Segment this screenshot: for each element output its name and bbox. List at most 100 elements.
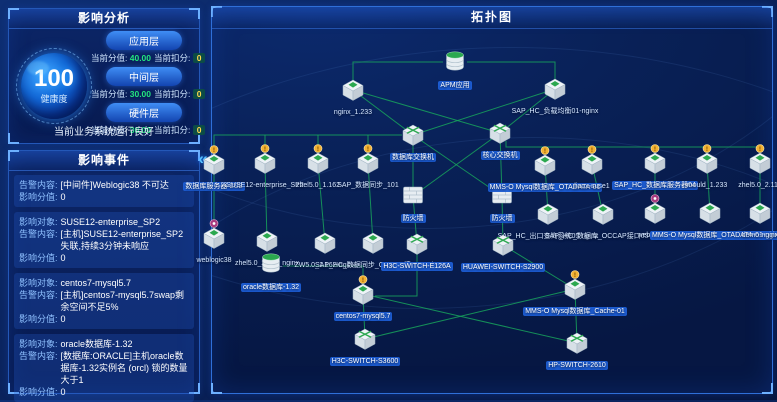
topo-node-s3600[interactable]: H3C-SWITCH-S3600 bbox=[305, 320, 425, 368]
topo-node-sapdb04[interactable]: ! SAP_HC_数据库服务器04 bbox=[595, 144, 715, 192]
score-label: 当前分值: bbox=[91, 125, 130, 135]
cube-node-icon bbox=[342, 79, 364, 101]
topo-node-sapexit05[interactable]: SAP_HC_出口查询系统05-nginx bbox=[488, 195, 608, 243]
svg-text:!: ! bbox=[574, 272, 576, 279]
warn-node-icon: ! bbox=[357, 144, 379, 174]
topo-node-label: SAP_数据同步_101 bbox=[337, 182, 399, 189]
topo-node-label: weblogic38 bbox=[196, 257, 232, 264]
topology-panel: 拓扑图 APM应用 nginx_1.233 SAP_HC_负载均衡01-nginx!… bbox=[183, 6, 777, 394]
topo-node-linuxsuse[interactable]: ! linux-suse1 bbox=[532, 145, 652, 193]
db-node-icon bbox=[446, 51, 464, 71]
topo-node-sapoccap03[interactable]: SAP_HC_数据库_OCCAP接口03-nginx bbox=[543, 195, 668, 243]
topo-node-swdb[interactable]: 数据库交换机 bbox=[353, 116, 473, 164]
topo-node-demonginx[interactable]: demo-nginx bbox=[700, 194, 777, 242]
topo-node-otanginx[interactable]: MMS-O Mysql数据库_OTADATA-01-nginx bbox=[650, 194, 777, 242]
topo-node-srv2u2[interactable]: ! 数据库服务器-2U2 bbox=[154, 145, 274, 193]
topo-node-fw1[interactable]: 防火墙 bbox=[353, 177, 473, 225]
topo-node-zhel1162[interactable]: ! zhel5.0_1.162 bbox=[258, 144, 378, 192]
layer-badge[interactable]: 应用层 bbox=[106, 31, 182, 50]
topo-node-mould[interactable]: ! mould_1.233 bbox=[647, 144, 767, 192]
topo-node-centos7[interactable]: ! centos7-mysql5.7 bbox=[303, 275, 423, 323]
deduct-label: 当前扣分: bbox=[154, 89, 193, 99]
cube-node-icon bbox=[749, 202, 771, 224]
topo-node-oracle[interactable]: oracle数据库-1.32 bbox=[211, 246, 331, 294]
svg-text:!: ! bbox=[264, 146, 266, 153]
layer-score-row: 当前分值: 30.00 当前扣分: 0 bbox=[91, 124, 206, 136]
topo-node-label: 防火墙 bbox=[489, 214, 515, 223]
event-field-label: 影响分值: bbox=[19, 387, 58, 397]
impact-events-panel: 影响事件 告警内容: [中间件]Weblogic38 不可达 影响分值: 0 影响对象:… bbox=[8, 150, 200, 402]
event-row: 影响对象: oracle数据库-1.32 bbox=[19, 338, 189, 350]
topo-node-lb01[interactable]: SAP_HC_负载均衡01-nginx bbox=[495, 70, 615, 118]
topo-node-suse[interactable]: ! SUSE12-enterprise_SP2 bbox=[205, 144, 325, 192]
svg-text:!: ! bbox=[317, 146, 319, 153]
event-field-value: 0 bbox=[60, 387, 66, 397]
topo-node-label: zhel5.0_2.113 bbox=[738, 182, 777, 189]
topo-node-zw1162[interactable]: ZW5.0_1.162-nginx bbox=[265, 224, 385, 272]
event-card[interactable]: 告警内容: [中间件]Weblogic38 不可达 影响分值: 0 bbox=[14, 175, 194, 207]
event-row: 影响分值: 0 bbox=[19, 313, 189, 325]
score-label: 当前分值: bbox=[91, 53, 130, 63]
topo-node-sap101[interactable]: ! SAP_数据同步_101 bbox=[308, 144, 428, 192]
warn-node-icon: ! bbox=[352, 275, 374, 305]
event-field-value: 0 bbox=[60, 253, 66, 263]
topo-node-huawei[interactable]: HUAWEI-SWITCH-S2900 bbox=[443, 226, 563, 274]
layer-badge[interactable]: 硬件层 bbox=[106, 103, 182, 122]
warn-node-icon: ! bbox=[696, 144, 718, 174]
topo-node-weblogic38[interactable]: weblogic38 bbox=[154, 219, 274, 267]
topo-node-label: HUAWEI-SWITCH-S2900 bbox=[460, 263, 546, 272]
topo-node-label: demo-nginx bbox=[741, 232, 777, 239]
event-card[interactable]: 影响对象: oracle数据库-1.32 告警内容: [数据库:ORACLE]主机or… bbox=[14, 334, 194, 402]
topo-node-zhel21[interactable]: ! zhel5.0_2.113 bbox=[700, 144, 777, 192]
event-field-value: 0 bbox=[60, 192, 66, 202]
collapse-sidebar-icon[interactable]: « bbox=[198, 149, 208, 168]
warn-node-icon: ! bbox=[644, 144, 666, 174]
system-status-text: 当前业务系统运行良好 bbox=[54, 127, 154, 138]
topo-node-label: 防火墙 bbox=[400, 214, 426, 223]
event-field-label: 影响对象: bbox=[19, 339, 58, 349]
event-field-label: 影响分值: bbox=[19, 253, 58, 263]
event-card[interactable]: 影响对象: centos7-mysql5.7 告警内容: [主机]centos7-my… bbox=[14, 273, 194, 329]
svg-text:!: ! bbox=[759, 146, 761, 153]
event-field-value: [主机]SUSE12-enterprise_SP2失联,持续3分钟未响应 bbox=[60, 229, 184, 251]
topo-node-label: 数据库服务器-2U2 bbox=[183, 182, 245, 191]
topo-node-nginx233[interactable]: nginx_1.233 bbox=[293, 71, 413, 119]
event-field-value: oracle数据库-1.32 bbox=[60, 339, 133, 349]
event-row: 影响分值: 0 bbox=[19, 191, 189, 203]
event-card[interactable]: 影响对象: SUSE12-enterprise_SP2 告警内容: [主机]SUSE1… bbox=[14, 212, 194, 268]
warn-node-icon: ! bbox=[581, 145, 603, 175]
score-value: 30.00 bbox=[129, 125, 152, 135]
health-globe: 100 健康度 bbox=[16, 48, 92, 124]
topo-node-swcore[interactable]: 核心交换机 bbox=[440, 114, 560, 162]
warn-node-icon: ! bbox=[307, 144, 329, 174]
deduct-label: 当前扣分: bbox=[154, 53, 193, 63]
topo-node-sapoccap5[interactable]: SAP_HC_数据同步_OCCAP接口5-nginx bbox=[313, 224, 441, 272]
layer-score-row: 当前分值: 30.00 当前扣分: 0 bbox=[91, 88, 206, 100]
impact-events-title: 影响事件 bbox=[9, 151, 199, 171]
events-list: 告警内容: [中间件]Weblogic38 不可达 影响分值: 0 影响对象: SUSE1… bbox=[14, 175, 194, 402]
topo-node-label: 数据库交换机 bbox=[390, 153, 436, 162]
layer-badge[interactable]: 中间层 bbox=[106, 67, 182, 86]
event-field-label: 影响对象: bbox=[19, 278, 58, 288]
topo-node-e126a[interactable]: H3C-SWITCH-E126A bbox=[357, 225, 477, 273]
event-row: 告警内容: [主机]SUSE12-enterprise_SP2失联,持续3分钟未响… bbox=[19, 228, 189, 252]
topo-node-otadata[interactable]: ! MMS-O Mysql数据库_OTADATA-01 bbox=[485, 146, 605, 194]
topo-node-cache01[interactable]: ! MMS-O Mysql数据库_Cache-01 bbox=[515, 270, 635, 318]
event-row: 影响对象: SUSE12-enterprise_SP2 bbox=[19, 216, 189, 228]
deduct-value: 0 bbox=[192, 125, 206, 135]
impact-analysis-panel: 影响分析 100 健康度 应用层 当前分值: 40.00 当前扣分: 0 中间层 当前分… bbox=[8, 8, 206, 144]
health-label: 健康度 bbox=[40, 94, 68, 104]
deduct-value: 0 bbox=[192, 53, 206, 63]
event-row: 告警内容: [中间件]Weblogic38 不可达 bbox=[19, 179, 189, 191]
health-score: 100 bbox=[33, 65, 75, 92]
topo-node-hp2610[interactable]: HP-SWITCH-2610 bbox=[517, 324, 637, 372]
topo-node-apm[interactable]: APM应用 bbox=[395, 44, 515, 92]
event-field-label: 告警内容: bbox=[19, 180, 58, 190]
topo-node-label: SUSE12-enterprise_SP2 bbox=[226, 182, 304, 189]
event-row: 影响分值: 0 bbox=[19, 252, 189, 264]
db-node-icon bbox=[262, 253, 280, 273]
cube-node-icon bbox=[256, 230, 278, 252]
topo-node-label: SAP_HC_数据库_OCCAP接口03-nginx bbox=[545, 233, 668, 240]
event-field-value: [中间件]Weblogic38 不可达 bbox=[60, 180, 169, 190]
topo-node-label: mould_1.233 bbox=[686, 182, 728, 189]
